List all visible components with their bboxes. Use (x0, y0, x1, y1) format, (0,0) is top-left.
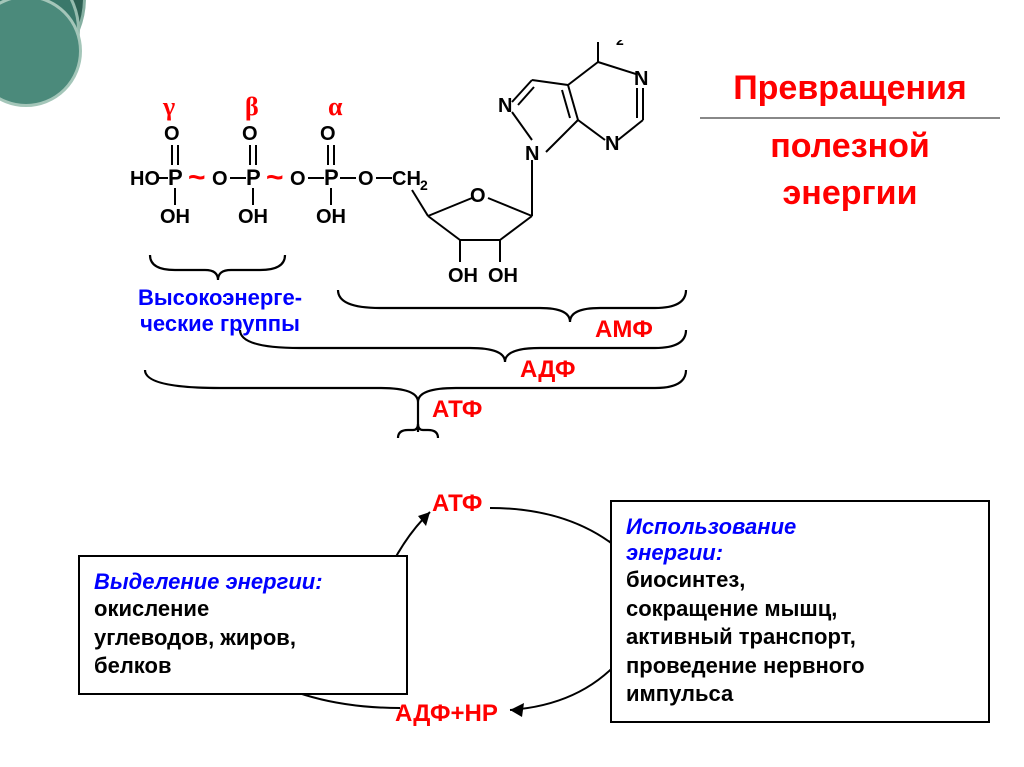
svg-text:HO: HO (130, 168, 160, 190)
svg-text:2: 2 (616, 40, 624, 48)
energy-release-body: окислениеуглеводов, жиров,белков (94, 595, 392, 681)
svg-text:P: P (324, 165, 339, 190)
svg-text:N: N (498, 95, 512, 117)
svg-text:~: ~ (188, 161, 206, 194)
svg-text:OH: OH (316, 206, 346, 228)
svg-text:OH: OH (238, 206, 268, 228)
svg-text:O: O (242, 123, 258, 145)
svg-text:O: O (290, 168, 306, 190)
svg-text:NH: NH (586, 40, 615, 45)
energy-use-body: биосинтез,сокращение мышц,активный транс… (626, 566, 974, 709)
svg-text:N: N (634, 68, 648, 90)
energy-use-title: Использованиеэнергии: (626, 514, 974, 566)
decor-circle-3 (0, 0, 82, 107)
slide-title: Превращения полезной энергии (700, 65, 1000, 218)
title-line-1: Превращения (700, 65, 1000, 119)
svg-text:OH: OH (160, 206, 190, 228)
adf-label: АДФ (520, 356, 576, 384)
svg-text:P: P (168, 165, 183, 190)
svg-text:O: O (212, 168, 228, 190)
atf-label: АТФ (432, 396, 482, 424)
svg-text:P: P (246, 165, 261, 190)
svg-text:O: O (358, 168, 374, 190)
high-energy-label: Высокоэнерге- ческие группы (120, 285, 320, 338)
energy-release-title: Выделение энергии: (94, 569, 392, 595)
amf-label: АМФ (595, 316, 653, 344)
title-line-2: полезной (700, 123, 1000, 171)
svg-text:~: ~ (266, 161, 284, 194)
svg-text:O: O (320, 123, 336, 145)
energy-use-box: Использованиеэнергии: биосинтез,сокращен… (610, 500, 990, 723)
svg-text:O: O (164, 123, 180, 145)
svg-text:CH: CH (392, 168, 421, 190)
svg-text:N: N (525, 143, 539, 165)
braces (100, 240, 1000, 440)
svg-text:2: 2 (420, 177, 428, 193)
svg-text:O: O (470, 185, 486, 207)
title-line-3: энергии (700, 170, 1000, 218)
energy-release-box: Выделение энергии: окислениеуглеводов, ж… (78, 555, 408, 695)
svg-text:N: N (605, 133, 619, 155)
